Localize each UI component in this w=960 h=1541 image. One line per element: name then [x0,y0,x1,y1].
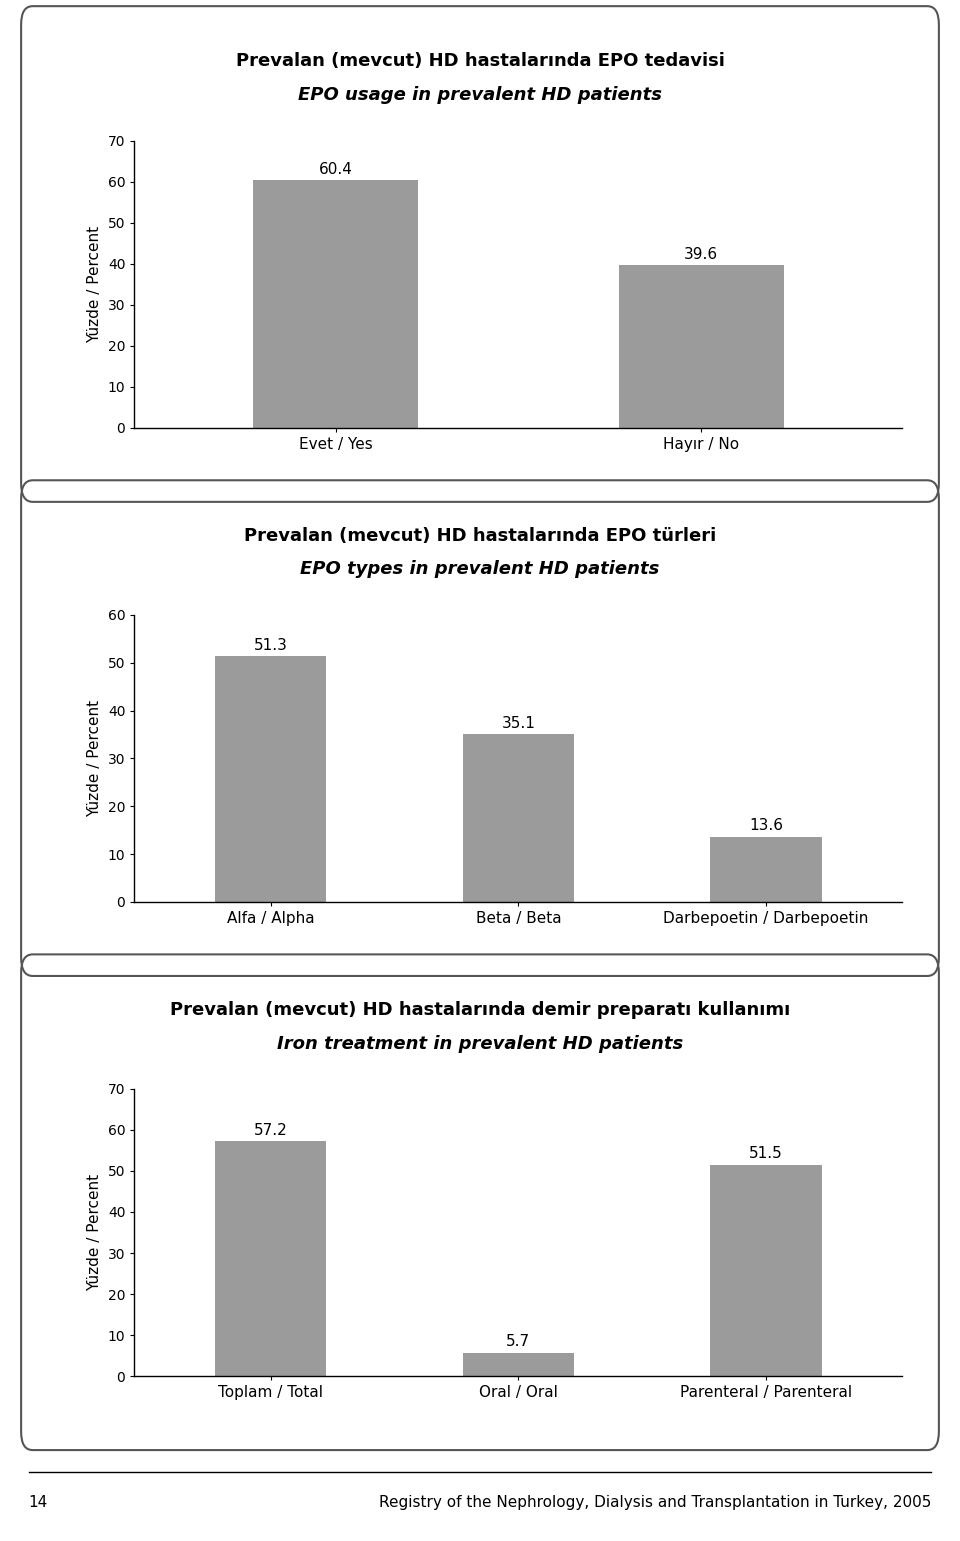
Y-axis label: Yüzde / Percent: Yüzde / Percent [87,700,102,817]
Text: Registry of the Nephrology, Dialysis and Transplantation in Turkey, 2005: Registry of the Nephrology, Dialysis and… [379,1495,931,1510]
Text: 51.3: 51.3 [253,638,288,653]
Text: Iron treatment in prevalent HD patients: Iron treatment in prevalent HD patients [276,1034,684,1053]
Bar [463,1353,574,1376]
Bar [710,837,822,901]
Bar [710,1165,822,1376]
Text: 13.6: 13.6 [749,818,783,834]
Bar [215,1142,326,1376]
Y-axis label: Yüzde / Percent: Yüzde / Percent [87,1174,102,1291]
Bar [463,734,574,901]
Text: EPO types in prevalent HD patients: EPO types in prevalent HD patients [300,561,660,578]
Text: EPO usage in prevalent HD patients: EPO usage in prevalent HD patients [298,86,662,105]
Text: 51.5: 51.5 [749,1147,783,1162]
Text: Prevalan (mevcut) HD hastalarında demir preparatı kullanımı: Prevalan (mevcut) HD hastalarında demir … [170,1000,790,1019]
Bar [619,265,783,428]
Bar [215,656,326,901]
Text: Prevalan (mevcut) HD hastalarında EPO türleri: Prevalan (mevcut) HD hastalarında EPO tü… [244,527,716,544]
Text: 57.2: 57.2 [253,1123,288,1137]
Text: 60.4: 60.4 [319,162,352,177]
Y-axis label: Yüzde / Percent: Yüzde / Percent [87,225,102,342]
Text: 14: 14 [29,1495,48,1510]
Text: Prevalan (mevcut) HD hastalarında EPO tedavisi: Prevalan (mevcut) HD hastalarında EPO te… [235,52,725,71]
Text: 5.7: 5.7 [506,1335,531,1350]
Bar [253,180,418,428]
Text: 35.1: 35.1 [501,715,536,730]
Text: 39.6: 39.6 [684,247,718,262]
